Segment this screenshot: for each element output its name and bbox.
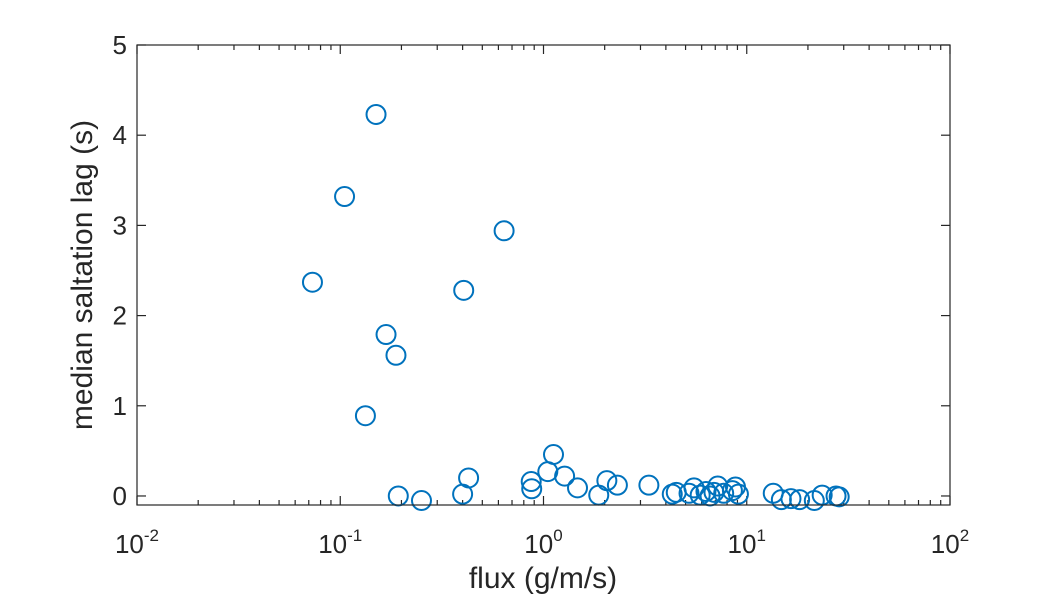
- data-point: [458, 467, 480, 489]
- data-point: [828, 486, 850, 508]
- data-point: [301, 271, 323, 293]
- y-tick-label: 5: [113, 30, 127, 60]
- x-tick-label-base: 10: [931, 529, 960, 559]
- y-tick-label: 1: [113, 391, 127, 421]
- x-tick-label: 102: [931, 526, 969, 559]
- x-tick-label: 10-2: [115, 526, 159, 559]
- x-tick-label: 100: [524, 526, 562, 559]
- x-tick-label-exponent: 0: [553, 526, 562, 545]
- data-point: [385, 344, 407, 366]
- data-point: [596, 470, 618, 492]
- axes-background: [137, 45, 950, 505]
- x-tick-label: 10-1: [318, 526, 362, 559]
- data-point: [780, 488, 802, 510]
- x-tick-label-base: 10: [524, 529, 553, 559]
- y-axis-label: median saltation lag (s): [66, 120, 99, 430]
- x-tick-label-exponent: 2: [960, 526, 969, 545]
- x-tick-label-base: 10: [728, 529, 757, 559]
- data-point: [543, 443, 565, 465]
- data-point: [554, 465, 576, 487]
- data-point: [713, 482, 735, 504]
- data-point: [334, 186, 356, 208]
- data-point: [721, 480, 743, 502]
- data-point: [606, 474, 628, 496]
- x-tick-label-exponent: -2: [144, 526, 159, 545]
- data-point: [375, 324, 397, 346]
- data-point: [521, 478, 543, 500]
- data-point: [727, 483, 749, 505]
- data-point: [354, 405, 376, 427]
- x-tick-label-exponent: 1: [756, 526, 765, 545]
- data-point: [678, 482, 700, 504]
- y-tick-label: 2: [113, 301, 127, 331]
- data-point: [707, 475, 729, 497]
- x-tick-label-base: 10: [318, 529, 347, 559]
- data-point: [493, 220, 515, 242]
- y-tick-label: 3: [113, 210, 127, 240]
- x-tick-label-base: 10: [115, 529, 144, 559]
- x-tick-label: 101: [728, 526, 766, 559]
- axes-frame: [136, 44, 951, 506]
- data-point: [789, 489, 811, 511]
- x-tick-label-exponent: -1: [347, 526, 362, 545]
- y-tick-label: 4: [113, 120, 127, 150]
- data-point: [567, 477, 589, 499]
- data-point: [410, 489, 432, 511]
- x-axis-label: flux (g/m/s): [469, 562, 617, 595]
- data-point: [520, 471, 542, 493]
- data-point: [453, 279, 475, 301]
- data-point: [365, 103, 387, 125]
- data-point: [695, 480, 717, 502]
- y-tick-label: 0: [113, 481, 127, 511]
- data-point: [638, 474, 660, 496]
